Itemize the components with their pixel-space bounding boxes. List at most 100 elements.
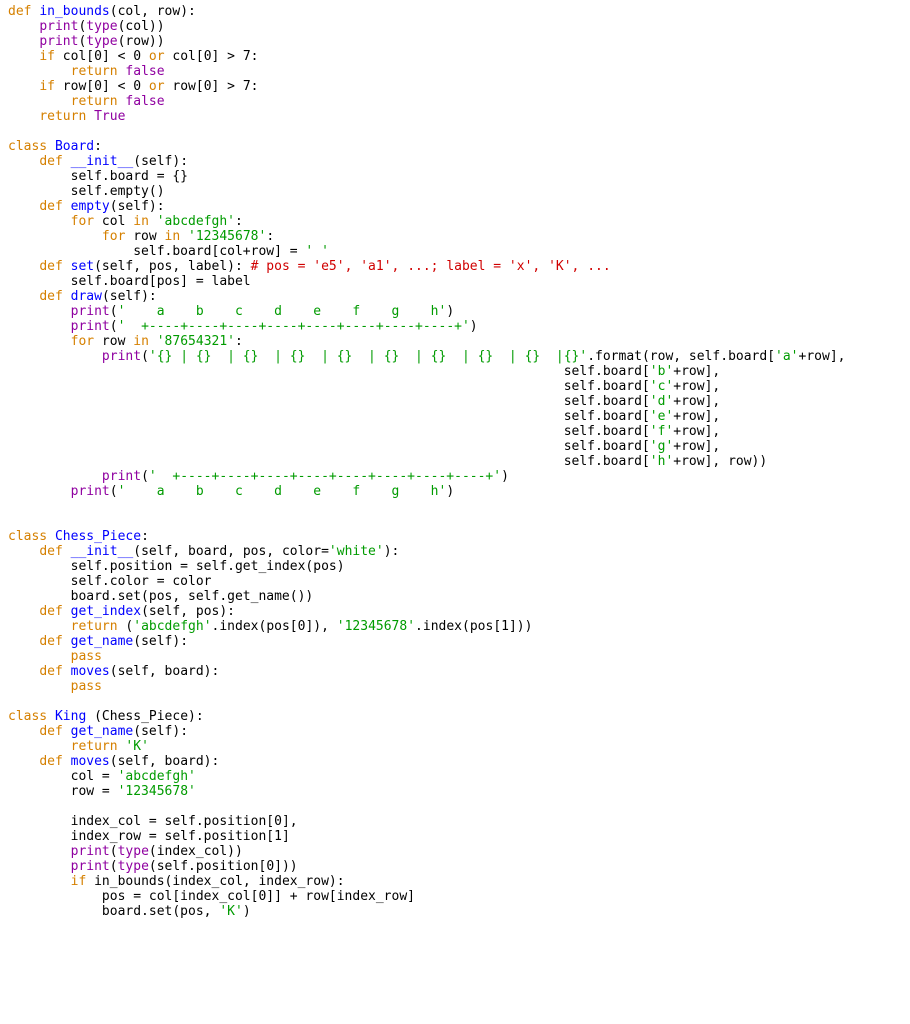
code-token: 'K' [219,904,242,919]
code-token: (self.position[ [149,859,266,874]
code-token: self.board[ [8,379,650,394]
code-token [8,319,71,334]
code-line: pass [8,679,102,694]
code-line: self.empty() [8,184,165,199]
code-token: return [39,109,86,124]
code-line: class King (Chess_Piece): [8,709,204,724]
code-token: row [125,229,164,244]
code-token: ])) [274,859,297,874]
code-token: ] [282,829,290,844]
code-token: ( [141,469,149,484]
code-token: (row)) [118,34,165,49]
code-line: print(type(col)) [8,19,165,34]
code-token: ) [243,904,251,919]
code-token: # pos = 'e5', 'a1', ...; label = 'x', 'K… [251,259,611,274]
code-line: print(' +----+----+----+----+----+----+-… [8,319,478,334]
code-token [8,64,71,79]
code-token: ' +----+----+----+----+----+----+----+--… [118,319,470,334]
code-token: ( [110,304,118,319]
code-line: def get_index(self, pos): [8,604,235,619]
code-token: ( [110,319,118,334]
code-token [8,214,71,229]
code-token: ' a b c d e f g h' [118,484,447,499]
code-token: ( [110,859,118,874]
code-token: 'e' [650,409,673,424]
code-token [8,304,71,319]
code-token: ]] + row[index_row] [266,889,415,904]
code-token: __init__ [71,154,134,169]
code-token: 0 [133,49,141,64]
code-token [149,214,157,229]
code-token: class [8,709,55,724]
code-token: or [149,49,165,64]
code-token [8,109,39,124]
code-token [141,79,149,94]
code-line: self.board['f'+row], [8,424,720,439]
code-line: print(type(row)) [8,34,165,49]
code-token [8,739,71,754]
code-token [8,679,71,694]
code-line: self.board['b'+row], [8,364,720,379]
code-token [141,49,149,64]
code-token [8,79,39,94]
code-token: ( [110,484,118,499]
code-token: +row], [673,439,720,454]
code-token: get_index [71,604,141,619]
code-token: in [165,229,181,244]
code-line: self.board = {} [8,169,188,184]
code-token: 'abcdefgh' [118,769,196,784]
code-token: print [71,484,110,499]
code-token [8,664,39,679]
code-token: print [102,349,141,364]
code-token: if [71,874,87,889]
code-token: ] > [212,79,243,94]
code-token: get_name [71,724,134,739]
code-line: if row[0] < 0 or row[0] > 7: [8,79,259,94]
code-line: def get_name(self): [8,724,188,739]
code-line: return false [8,64,165,79]
code-token: ) [470,319,478,334]
code-token: def [39,154,70,169]
code-token: .format(row, self.board[ [587,349,775,364]
code-token: type [118,859,149,874]
code-token: self.board[ [8,424,650,439]
code-token: col = [8,769,118,784]
code-token: pass [71,679,102,694]
code-token: .index(pos[ [212,619,298,634]
code-token [86,109,94,124]
code-token: ' ' [305,244,328,259]
code-line: def get_name(self): [8,634,188,649]
code-token: index_col = self.position[ [8,814,274,829]
code-token: 'f' [650,424,673,439]
code-token: ( [110,844,118,859]
code-token: '{} | {} | {} | {} | {} | {} | {} | {} |… [149,349,587,364]
code-token: 'd' [650,394,673,409]
code-token: return [71,619,118,634]
code-token: ' a b c d e f g h' [118,304,447,319]
code-token: ], [282,814,298,829]
code-token: pos = col[index_col[ [8,889,258,904]
code-token: 'c' [650,379,673,394]
code-token: for [102,229,125,244]
code-token: (self, board): [110,754,220,769]
code-token: self.board[ [8,454,650,469]
code-line: class Board: [8,139,102,154]
code-token: board.set(pos, [8,904,219,919]
code-token [8,859,71,874]
code-token: +row], [673,379,720,394]
code-line: def in_bounds(col, row): [8,4,196,19]
code-token: +row], [673,409,720,424]
code-token: : [266,229,274,244]
code-token: Board [55,139,94,154]
code-token: ])) [509,619,532,634]
code-token [8,229,102,244]
code-token: print [39,34,78,49]
code-token: row[ [165,79,204,94]
code-token: : [235,334,243,349]
code-line: self.board['e'+row], [8,409,720,424]
code-token: (self): [102,289,157,304]
code-line: print(type(self.position[0])) [8,859,298,874]
code-token: : [251,49,259,64]
code-token: 'white' [329,544,384,559]
code-token: 0 [204,79,212,94]
